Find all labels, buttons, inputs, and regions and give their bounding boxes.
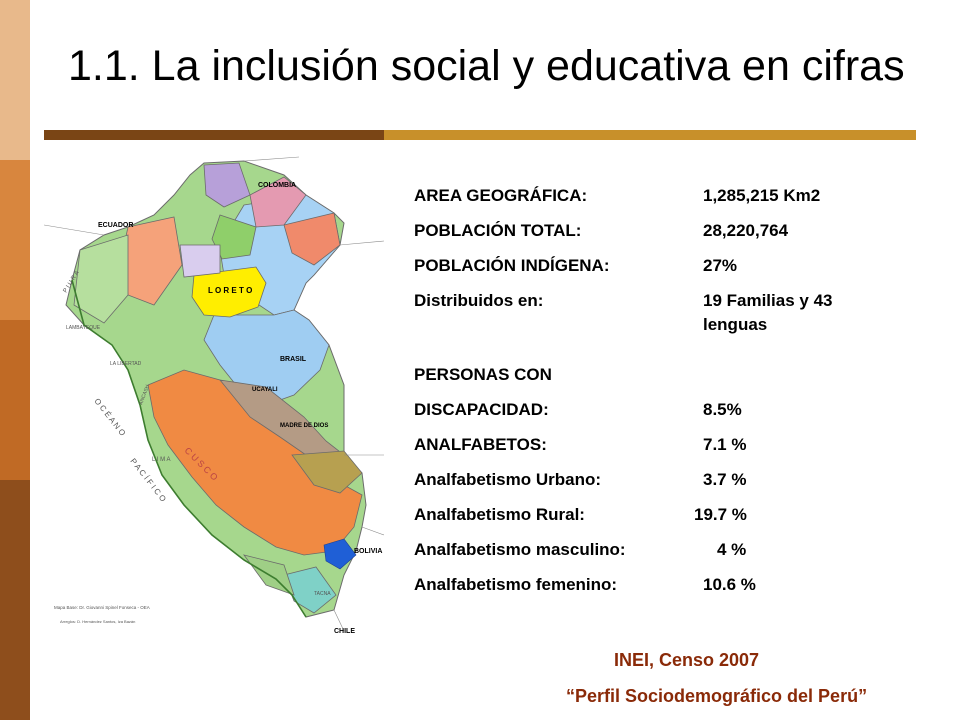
- stat-label: Analfabetismo Rural:: [414, 505, 585, 524]
- coast-line: [71, 279, 307, 618]
- stat-label: Analfabetismo Urbano:: [414, 470, 602, 489]
- label-la-libertad: LA LIBERTAD: [110, 361, 142, 367]
- label-brasil: BRASIL: [280, 356, 307, 363]
- stat-label: POBLACIÓN INDÍGENA:: [414, 256, 610, 275]
- stat-value: 3.7 %: [703, 470, 747, 489]
- map-credit-1: Mapa Base: Dr. Giovanni Spinel Fonseca -…: [54, 605, 150, 610]
- label-ucayali: UCAYALI: [252, 387, 278, 393]
- lake-titicaca: [323, 538, 357, 570]
- map-credit-2: Arreglos: D. Hernández Santos, Iza Bazán: [60, 619, 135, 624]
- stat-label: PERSONAS CON: [414, 365, 552, 384]
- stat-row: Analfabetismo Rural: 19.7 %: [414, 505, 894, 540]
- label-tacna: TACNA: [314, 591, 331, 597]
- stat-row: Analfabetismo femenino: 10.6 %: [414, 575, 894, 610]
- strip-block-3: [0, 320, 30, 480]
- stat-row: ANALFABETOS: 7.1 %: [414, 435, 894, 470]
- strip-block-1: [0, 0, 30, 160]
- stat-label: Analfabetismo femenino:: [414, 575, 618, 594]
- stat-value: 28,220,764: [703, 221, 789, 240]
- stat-label: DISCAPACIDAD:: [414, 400, 549, 419]
- label-ecuador: ECUADOR: [98, 222, 133, 229]
- stat-value: 19 Familias y 43 lenguas: [703, 291, 833, 334]
- stat-value: 10.6 %: [703, 575, 756, 594]
- stat-value: 27%: [703, 256, 738, 275]
- label-lima: L I M A: [152, 457, 170, 463]
- region-north-salmon: [283, 212, 341, 266]
- title-divider: [44, 130, 916, 140]
- region-north-pink: [249, 176, 307, 228]
- stat-row: Analfabetismo Urbano: 3.7 %: [414, 470, 894, 505]
- region-ucayali-blue: [203, 309, 330, 406]
- stat-value: 1,285,215 Km2: [703, 186, 821, 205]
- stat-value: 7.1 %: [703, 435, 747, 454]
- stats-table: AREA GEOGRÁFICA: 1,285,215 Km2 POBLACIÓN…: [414, 186, 894, 610]
- border-lines: [44, 156, 384, 632]
- divider-dark-segment: [44, 130, 384, 140]
- region-piura-green: [73, 234, 129, 324]
- region-madre-de-dios: [291, 450, 363, 494]
- stat-value: 4 %: [717, 540, 747, 559]
- stat-row: POBLACIÓN TOTAL: 28,220,764: [414, 221, 894, 256]
- slide-title: 1.1. La inclusión social y educativa en …: [68, 42, 905, 90]
- stat-row: Distribuidos en: 19 Familias y 43 lengua…: [414, 291, 894, 365]
- source-line-1: INEI, Censo 2007: [614, 650, 760, 670]
- stat-label: Distribuidos en:: [414, 291, 544, 310]
- stat-label: AREA GEOGRÁFICA:: [414, 186, 588, 205]
- region-north-lilac: [179, 244, 221, 278]
- stat-label: ANALFABETOS:: [414, 435, 547, 454]
- label-loreto: L O R E T O: [208, 286, 252, 295]
- divider-light-segment: [384, 130, 916, 140]
- label-chile: CHILE: [334, 628, 355, 635]
- region-north-purple: [203, 162, 251, 208]
- source-line-2: “Perfil Sociodemográfico del Perú”: [566, 686, 868, 706]
- label-oceano: O C É A N O: [92, 397, 127, 438]
- label-lambayeque: LAMBAYEQUE: [66, 325, 101, 331]
- label-colombia: COLOMBIA: [258, 182, 296, 189]
- stat-row: POBLACIÓN INDÍGENA: 27%: [414, 256, 894, 291]
- label-bolivia: BOLIVIA: [354, 548, 382, 555]
- peru-map: COLOMBIA ECUADOR BRASIL BOLIVIA CHILE L …: [44, 156, 384, 635]
- stat-row: PERSONAS CON: [414, 365, 894, 400]
- region-north-green: [211, 214, 257, 260]
- strip-block-4: [0, 480, 30, 720]
- side-color-strip: [0, 0, 30, 720]
- stat-value: 19.7 %: [694, 505, 747, 524]
- stat-label: POBLACIÓN TOTAL:: [414, 221, 582, 240]
- region-loreto-yellow: [191, 266, 267, 318]
- strip-block-2: [0, 160, 30, 320]
- stat-label: Analfabetismo masculino:: [414, 540, 626, 559]
- label-madre-de-dios: MADRE DE DIOS: [280, 423, 328, 429]
- stat-row: DISCAPACIDAD: 8.5%: [414, 400, 894, 435]
- stat-value: 8.5%: [703, 400, 742, 419]
- stat-row: Analfabetismo masculino: 4 %: [414, 540, 894, 575]
- stat-row: AREA GEOGRÁFICA: 1,285,215 Km2: [414, 186, 894, 221]
